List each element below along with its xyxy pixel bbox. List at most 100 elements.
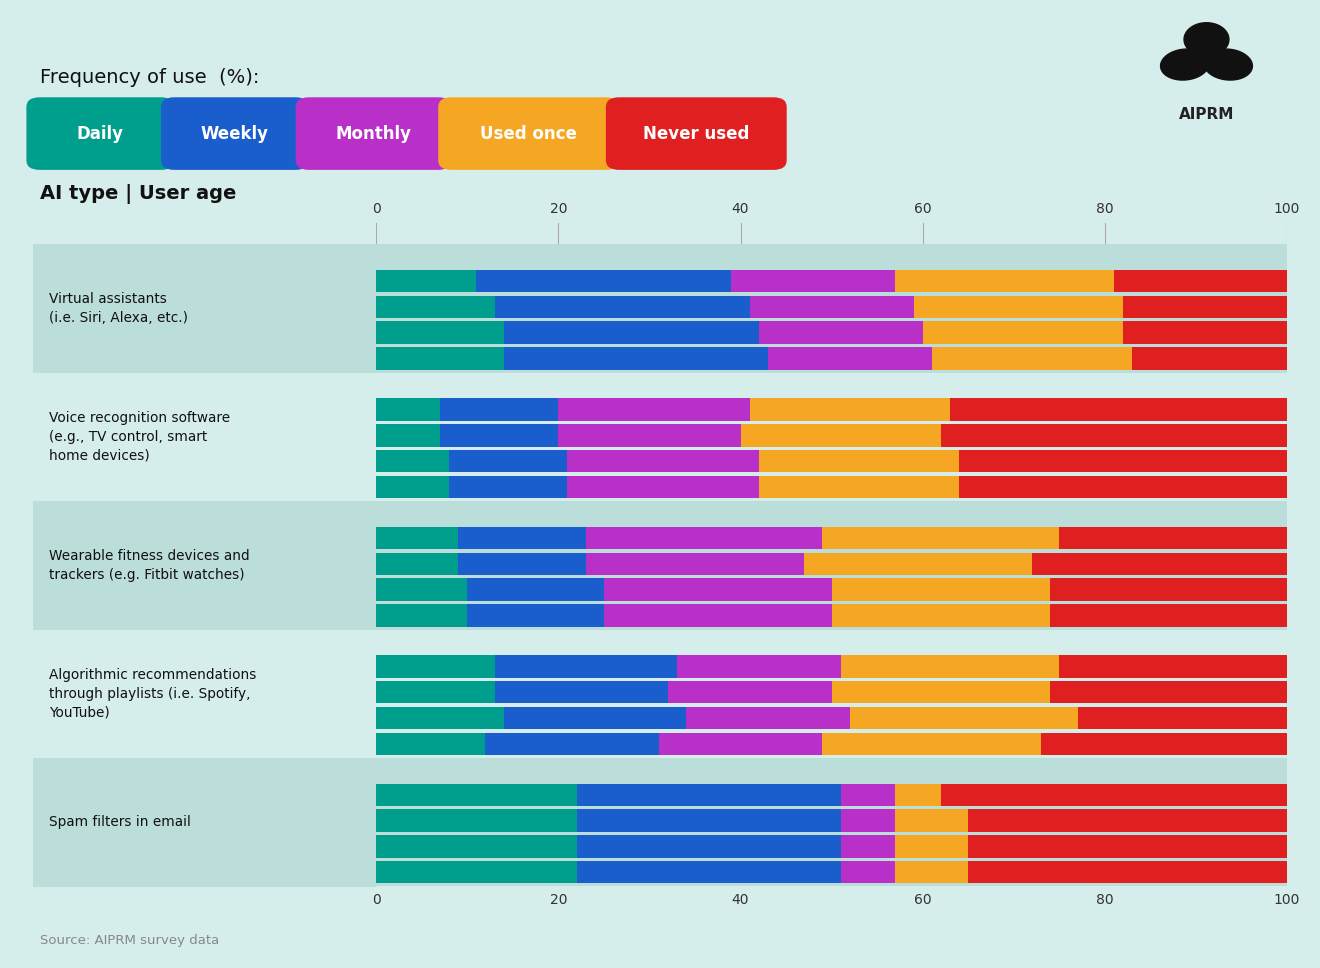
Text: Source: AIPRM survey data: Source: AIPRM survey data	[40, 934, 219, 948]
Text: Weekly: Weekly	[201, 125, 269, 142]
Bar	[495, 681, 668, 704]
Bar	[467, 604, 603, 626]
Text: 26–40: 26–40	[330, 700, 366, 713]
Bar	[895, 270, 1114, 292]
Text: AIPRM: AIPRM	[1179, 107, 1234, 122]
Bar	[558, 398, 750, 421]
Text: 41–60: 41–60	[330, 417, 366, 431]
Bar	[477, 270, 731, 292]
Bar	[376, 244, 1287, 373]
Bar	[504, 707, 686, 729]
Bar	[750, 295, 913, 318]
Bar	[440, 424, 558, 446]
Text: Algorithmic recommendations
through playlists (i.e. Spotify,
YouTube): Algorithmic recommendations through play…	[49, 668, 256, 720]
Text: Frequency of use  (%):: Frequency of use (%):	[40, 68, 259, 87]
Bar	[586, 553, 804, 575]
Bar	[841, 655, 1059, 678]
Bar	[376, 398, 440, 421]
Bar	[932, 348, 1133, 370]
Text: Spam filters in email: Spam filters in email	[49, 815, 190, 830]
Bar	[603, 604, 832, 626]
Bar	[376, 604, 467, 626]
Polygon shape	[1184, 22, 1229, 56]
Bar	[1059, 527, 1287, 549]
Text: 18–25: 18–25	[330, 469, 366, 482]
Bar	[832, 681, 1051, 704]
Bar	[1114, 270, 1287, 292]
Bar	[659, 733, 822, 755]
Bar	[376, 707, 504, 729]
Bar	[1051, 604, 1287, 626]
Bar	[376, 424, 440, 446]
Polygon shape	[1160, 49, 1209, 80]
Bar	[603, 578, 832, 601]
Bar	[968, 809, 1287, 832]
Bar	[968, 835, 1287, 858]
Bar	[449, 450, 568, 472]
Bar	[832, 578, 1051, 601]
Bar	[1133, 348, 1287, 370]
Bar	[376, 578, 467, 601]
Bar	[668, 681, 832, 704]
Bar	[941, 424, 1287, 446]
Text: Wearable fitness devices and
trackers (e.g. Fitbit watches): Wearable fitness devices and trackers (e…	[49, 549, 249, 582]
Text: AI type | User age: AI type | User age	[40, 184, 236, 203]
Bar	[376, 501, 1287, 629]
Bar	[895, 784, 941, 806]
Bar	[913, 295, 1123, 318]
Bar	[458, 527, 586, 549]
Bar	[804, 553, 1032, 575]
Bar	[376, 655, 495, 678]
Bar	[759, 321, 923, 344]
Bar	[495, 655, 677, 678]
Text: 41–60: 41–60	[330, 675, 366, 687]
Text: 41–60: 41–60	[330, 802, 366, 816]
Bar	[1077, 707, 1287, 729]
Bar	[1059, 655, 1287, 678]
Bar	[1032, 553, 1287, 575]
Bar	[568, 450, 759, 472]
Text: 61+: 61+	[341, 520, 366, 533]
Text: 41–60: 41–60	[330, 289, 366, 302]
Bar	[486, 733, 659, 755]
Bar	[960, 475, 1287, 499]
Bar	[577, 835, 841, 858]
Bar	[577, 809, 841, 832]
Text: Never used: Never used	[643, 125, 750, 142]
Bar	[1051, 578, 1287, 601]
Bar	[504, 321, 759, 344]
Text: 61+: 61+	[341, 777, 366, 790]
Bar	[376, 527, 458, 549]
Bar	[950, 398, 1287, 421]
Bar	[376, 373, 1287, 501]
Bar	[1041, 733, 1287, 755]
Bar	[577, 861, 841, 884]
Bar	[495, 295, 750, 318]
Bar	[895, 861, 968, 884]
Bar	[841, 835, 895, 858]
Bar	[1123, 295, 1287, 318]
Bar	[832, 604, 1051, 626]
Bar	[586, 527, 822, 549]
Bar	[750, 398, 950, 421]
Bar	[841, 809, 895, 832]
Text: 18–25: 18–25	[330, 341, 366, 353]
Text: 26–40: 26–40	[330, 443, 366, 456]
Polygon shape	[1204, 49, 1253, 80]
Bar	[686, 707, 850, 729]
Bar	[440, 398, 558, 421]
Bar	[449, 475, 568, 499]
Bar	[568, 475, 759, 499]
Bar	[759, 475, 960, 499]
Bar	[968, 861, 1287, 884]
Bar	[504, 348, 768, 370]
Text: 18–25: 18–25	[330, 597, 366, 611]
Bar	[960, 450, 1287, 472]
Bar	[1123, 321, 1287, 344]
Bar	[677, 655, 841, 678]
Text: 26–40: 26–40	[330, 829, 366, 842]
Bar	[577, 784, 841, 806]
Bar	[741, 424, 941, 446]
Bar	[376, 629, 1287, 758]
Bar	[731, 270, 895, 292]
